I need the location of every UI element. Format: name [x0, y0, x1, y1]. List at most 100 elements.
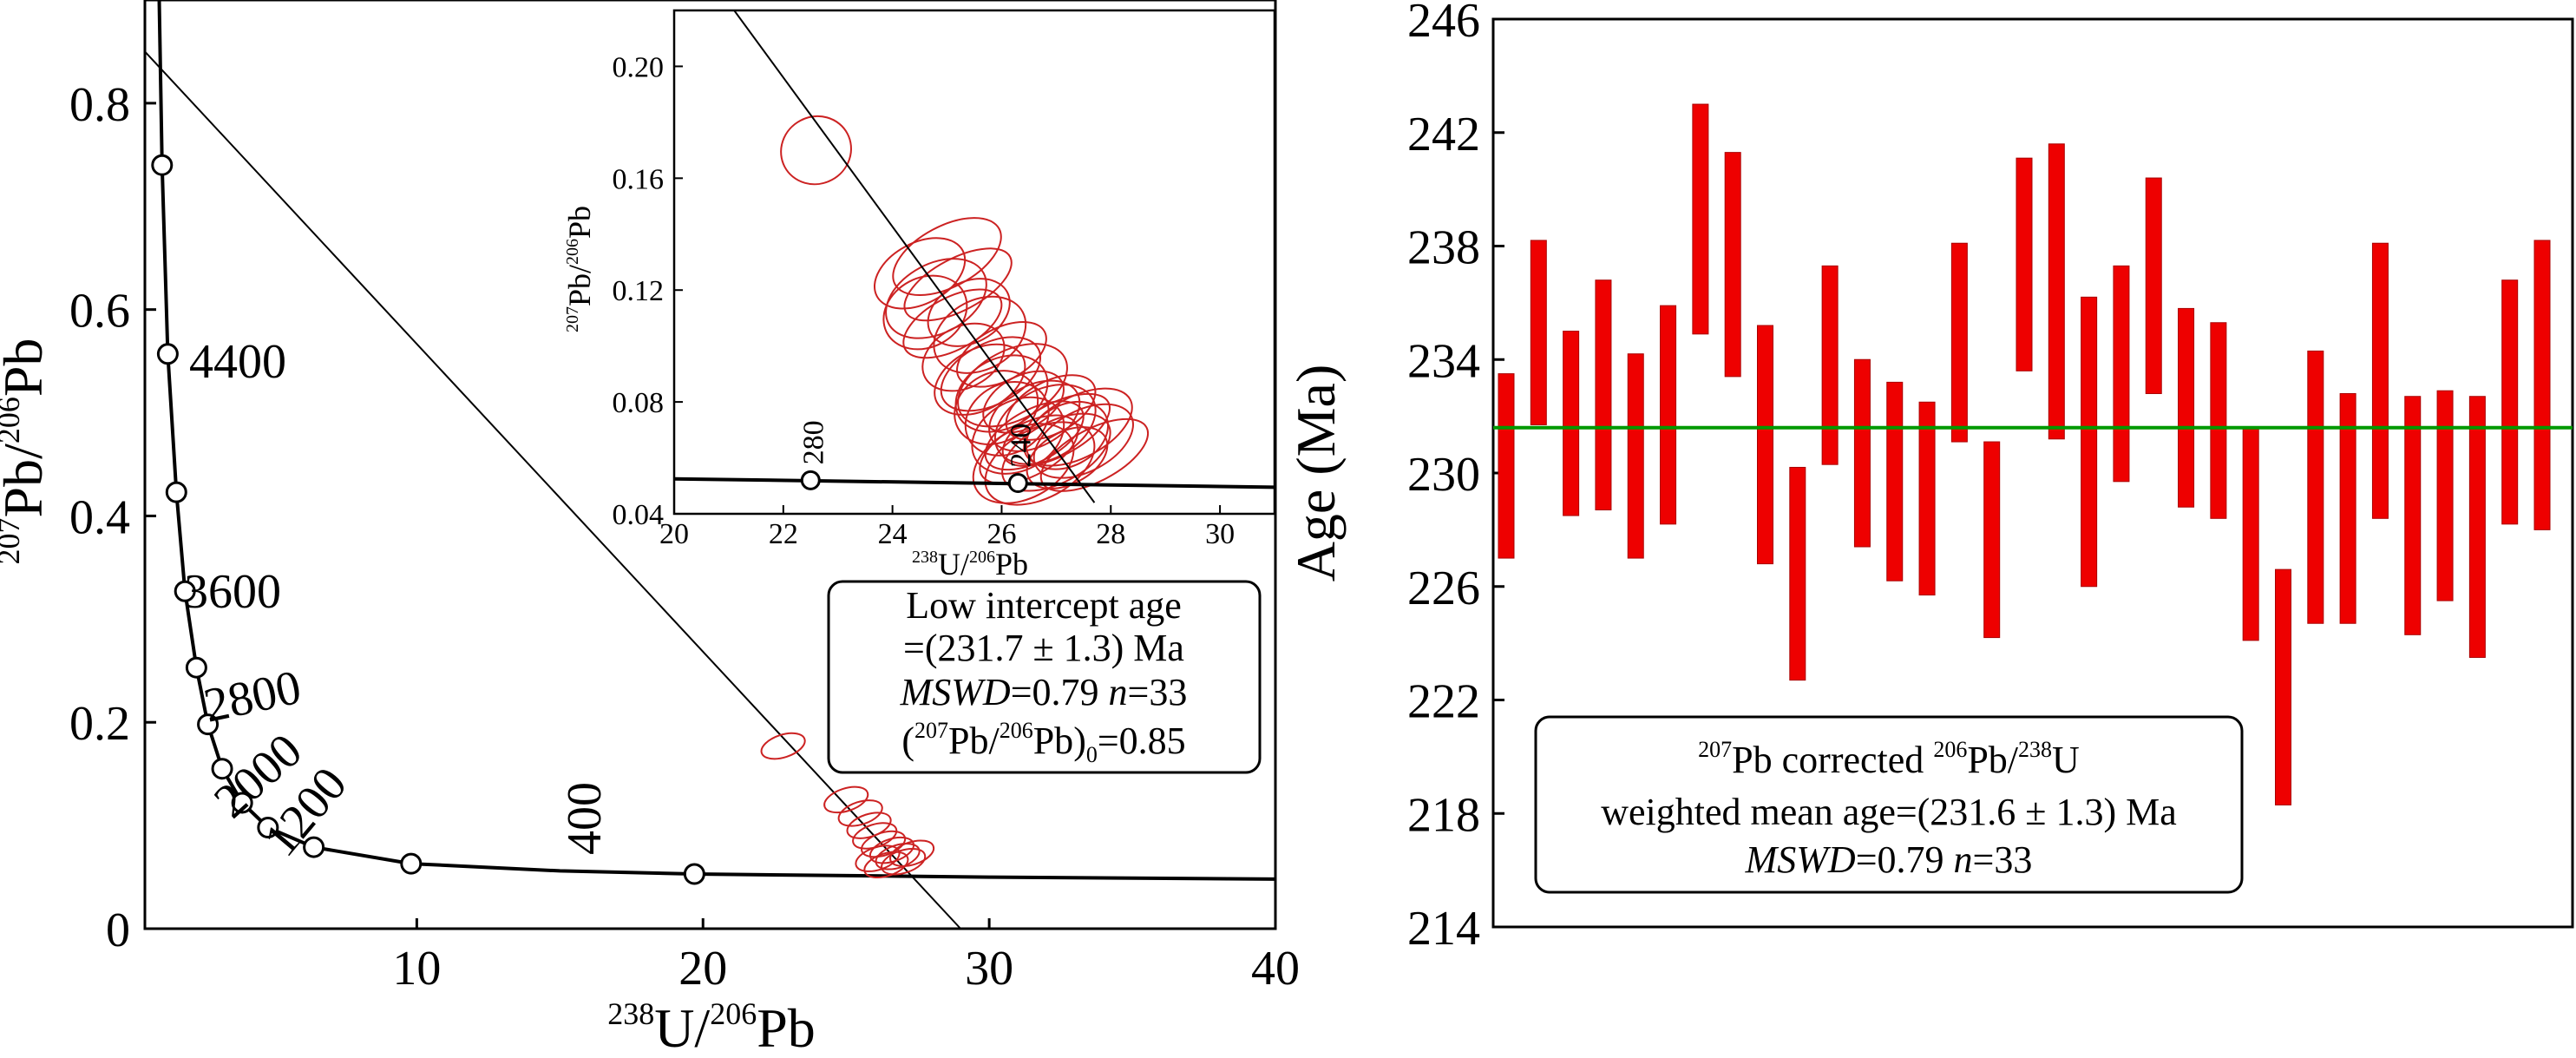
inset-y-tick-label: 0.08 — [613, 387, 665, 419]
inset-y-tick-label: 0.12 — [613, 275, 665, 307]
concordia-age-point — [174, 580, 196, 602]
right-y-tick-label: 234 — [1407, 334, 1480, 388]
concordia-age-point — [156, 343, 179, 365]
inset-data-ellipse — [993, 384, 1097, 465]
concordia-age-label: 400 — [558, 782, 612, 855]
age-error-bar — [2113, 265, 2130, 483]
age-error-bar — [2275, 568, 2291, 805]
concordia-age-point — [231, 792, 253, 814]
discordia-line — [144, 50, 961, 930]
age-error-bar — [2436, 390, 2454, 601]
age-error-bar — [2210, 322, 2227, 519]
age-error-bar — [2242, 427, 2259, 641]
left-y-tick-label: 0 — [106, 904, 130, 957]
inset-data-ellipse — [902, 288, 1003, 359]
inset-data-ellipse — [921, 322, 1006, 392]
left-x-tick-label: 10 — [392, 942, 441, 996]
right-y-tick-label: 238 — [1407, 221, 1480, 275]
inset-data-ellipse — [780, 115, 852, 186]
right-y-tick-label: 218 — [1407, 788, 1480, 842]
inset-x-tick-label: 28 — [1096, 518, 1125, 550]
data-ellipse — [855, 844, 901, 872]
data-ellipse — [760, 732, 806, 760]
concordia-age-label: 4400 — [189, 335, 286, 389]
mean-line2: weighted mean age=(231.6 ± 1.3) Ma — [1601, 791, 2177, 833]
inset-x-tick-label: 22 — [769, 518, 798, 550]
intercept-line1: Low intercept age — [906, 584, 1182, 627]
inset-data-ellipse — [873, 237, 967, 310]
inset-x-tick-label: 20 — [659, 518, 689, 550]
intercept-mswd: MSWD=0.79 n=33 — [900, 671, 1188, 713]
inset-data-ellipse — [1023, 387, 1133, 467]
inset-x-tick-label: 26 — [986, 518, 1016, 550]
inset-discordia-line — [733, 10, 1096, 503]
age-error-bar — [1757, 325, 1773, 565]
inset-panel: 20 22 24 26 28 300.040.080.120.160.20 280 240 … — [562, 9, 1276, 582]
inset-data-ellipse — [892, 217, 1002, 296]
age-error-bar — [2371, 242, 2389, 519]
inset-data-ellipse — [933, 295, 1027, 374]
left-x-tick-label: 40 — [1251, 942, 1300, 996]
right-y-axis-label: Age (Ma) — [1285, 365, 1347, 582]
left-x-axis-label: 238U/206Pb — [607, 996, 816, 1058]
concordia-curve — [157, 0, 1276, 881]
inset-concordia-age-point — [1007, 473, 1028, 494]
inset-plot-content: 280 240 — [674, 10, 1275, 506]
data-ellipse — [823, 785, 869, 814]
left-y-tick-label: 0.2 — [69, 697, 130, 751]
concordia-age-label: 3600 — [184, 565, 281, 619]
left-x-tick-label: 30 — [965, 942, 1013, 996]
inset-x-tick-label: 24 — [878, 518, 908, 550]
left-y-tick-label: 0.8 — [69, 78, 130, 132]
age-error-bar — [1563, 331, 1580, 516]
age-error-bar — [1821, 265, 1839, 465]
age-error-bar — [1530, 240, 1547, 425]
age-error-bar — [1498, 373, 1515, 559]
age-error-bar — [2533, 240, 2551, 530]
age-error-bar — [2307, 350, 2324, 624]
age-error-bar — [1627, 353, 1644, 559]
inset-data-ellipse — [971, 396, 1065, 475]
concordia-age-point — [257, 816, 279, 838]
intercept-ratio: (207Pb/206Pb)0=0.85 — [901, 718, 1185, 767]
age-error-bar — [1660, 305, 1677, 525]
inset-concordia-age-point — [800, 470, 821, 490]
inset-background — [672, 10, 1275, 514]
inset-data-ellipse — [984, 421, 1096, 506]
age-error-bar — [2048, 143, 2065, 440]
inset-data-ellipse — [1025, 400, 1110, 470]
concordia-age-point — [211, 758, 233, 780]
inset-data-ellipse — [1001, 392, 1111, 467]
right-y-tick-label: 222 — [1407, 675, 1480, 729]
age-error-bar — [1983, 441, 2001, 639]
data-ellipse — [837, 799, 883, 827]
age-error-bar — [2404, 396, 2422, 635]
concordia-age-point — [197, 713, 220, 736]
right-panel: 214 218 222 226 230 234 238 242 246 Age (Ma) 207… — [1285, 0, 2574, 956]
inset-data-ellipse — [903, 247, 1013, 322]
concordia-age-point — [165, 481, 187, 503]
age-error-bar — [2178, 307, 2195, 508]
inset-data-ellipse — [954, 370, 1039, 445]
inset-y-tick-label: 0.04 — [613, 499, 665, 531]
age-error-bar — [1918, 401, 1936, 596]
inset-ticks: 20 22 24 26 28 30 0.04 0.08 0.12 0.16 0.20 — [613, 51, 1236, 550]
left-x-ticks: 10 20 30 40 — [392, 918, 1300, 996]
age-error-bar — [2339, 392, 2356, 624]
concordia-age-label: 2800 — [200, 660, 305, 733]
inset-clipped-group — [674, 10, 1275, 506]
inset-data-ellipse — [954, 354, 1049, 433]
left-panel: 10 20 30 40 00.20.40.60.8 44003600280020001… — [0, 0, 1300, 1058]
age-error-bar — [1692, 103, 1709, 335]
intercept-line2: =(231.7 ± 1.3) Ma — [903, 627, 1184, 669]
inset-y-tick-label: 0.16 — [613, 163, 665, 195]
right-y-ticks: 214 218 222 226 230 234 238 242 246 — [1407, 0, 1504, 956]
concordia-age-point — [151, 154, 174, 176]
concordia-age-point — [400, 852, 423, 875]
right-y-tick-label: 226 — [1407, 562, 1480, 615]
left-y-tick-label: 0.6 — [69, 285, 130, 338]
inset-concordia-curve — [674, 476, 1275, 490]
age-error-bar — [2501, 279, 2519, 525]
age-error-bar — [1853, 358, 1871, 548]
